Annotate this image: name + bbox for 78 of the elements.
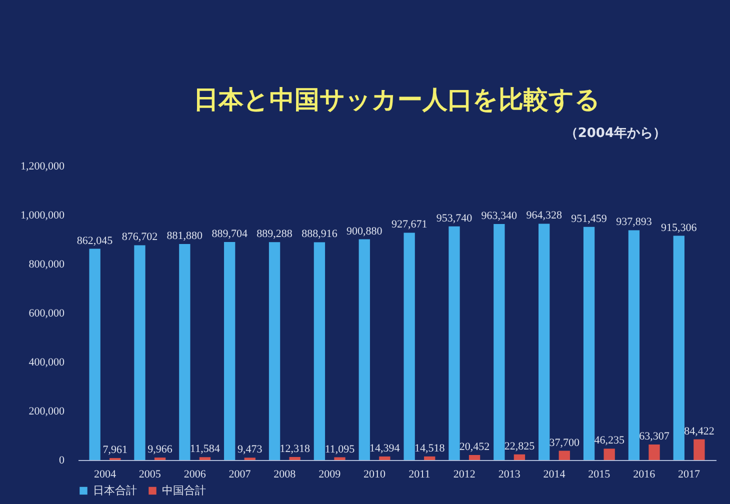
bar — [314, 242, 326, 460]
data-label: 881,880 — [166, 230, 204, 242]
y-tick-label: 1,000,000 — [20, 210, 65, 222]
y-tick-label: 1,200,000 — [20, 160, 65, 172]
bar — [648, 444, 660, 460]
legend-label: 中国合計 — [162, 484, 206, 497]
x-tick-label: 2015 — [588, 468, 611, 480]
data-label: 862,045 — [76, 234, 114, 247]
data-label: 11,584 — [190, 443, 220, 456]
y-tick-label: 600,000 — [28, 308, 65, 320]
data-label: 37,700 — [549, 436, 580, 449]
bar — [134, 245, 146, 460]
data-label: 14,518 — [414, 442, 446, 454]
data-label: 876,702 — [122, 231, 158, 244]
data-label: 63,307 — [639, 430, 670, 442]
bar — [268, 242, 280, 460]
bar — [583, 226, 595, 460]
y-tick-label: 400,000 — [28, 356, 65, 368]
data-label: 11,095 — [324, 443, 356, 456]
x-tick-label: 2008 — [274, 468, 296, 480]
x-tick-label: 2010 — [364, 468, 386, 480]
x-tick-label: 2007 — [228, 468, 252, 480]
bar — [358, 239, 370, 460]
chart-title: 日本と中国サッカー人口を比較する — [194, 85, 600, 114]
y-tick-label: 0 — [59, 454, 65, 466]
data-label: 46,235 — [594, 434, 625, 447]
x-tick-label: 2014 — [543, 468, 566, 480]
bar — [628, 230, 640, 460]
x-tick-label: 2012 — [453, 468, 476, 480]
x-tick-label: 2004 — [94, 468, 116, 480]
bar — [448, 226, 460, 460]
data-label: 889,288 — [256, 228, 293, 240]
x-tick-label: 2005 — [138, 468, 162, 480]
x-tick-label: 2006 — [184, 468, 206, 480]
data-label: 964,328 — [526, 210, 562, 222]
bar — [334, 457, 346, 460]
data-label: 22,825 — [504, 440, 536, 452]
bar — [468, 454, 480, 460]
data-label: 915,306 — [661, 222, 698, 234]
data-label: 9,473 — [238, 444, 263, 456]
bar — [424, 456, 436, 460]
bar — [224, 242, 236, 460]
data-label: 889,704 — [212, 228, 248, 240]
data-label: 12,318 — [280, 442, 310, 455]
data-label: 7,961 — [102, 444, 128, 456]
data-label: 900,880 — [346, 225, 383, 238]
bar — [604, 448, 615, 460]
data-label: 963,340 — [481, 210, 518, 222]
data-label: 14,394 — [370, 442, 400, 454]
legend-label: 日本合計 — [93, 484, 137, 497]
x-tick-label: 2017 — [678, 468, 701, 480]
data-label: 927,671 — [391, 218, 428, 231]
bar — [538, 224, 550, 460]
bar — [494, 224, 505, 460]
bar — [179, 244, 190, 460]
y-tick-label: 800,000 — [28, 258, 65, 270]
bar — [558, 450, 570, 460]
x-tick-label: 2013 — [498, 468, 521, 480]
bar — [404, 232, 415, 460]
bar — [199, 457, 211, 460]
bar — [694, 439, 705, 460]
bar — [289, 456, 300, 460]
bar — [379, 456, 390, 460]
bar — [514, 454, 526, 460]
data-label: 20,452 — [459, 440, 490, 453]
x-tick-label: 2016 — [633, 468, 656, 480]
data-label: 953,740 — [436, 212, 473, 224]
data-label: 84,422 — [684, 425, 714, 438]
data-label: 9,966 — [148, 444, 173, 456]
data-label: 888,916 — [302, 228, 338, 240]
data-label: 951,459 — [571, 212, 608, 225]
bar — [89, 248, 100, 460]
y-tick-label: 200,000 — [28, 406, 65, 418]
chart-subtitle: （2004年から） — [564, 126, 666, 141]
x-tick-label: 2011 — [408, 468, 430, 480]
data-label: 937,893 — [616, 216, 652, 228]
x-tick-label: 2009 — [318, 468, 342, 480]
bar — [673, 236, 684, 460]
